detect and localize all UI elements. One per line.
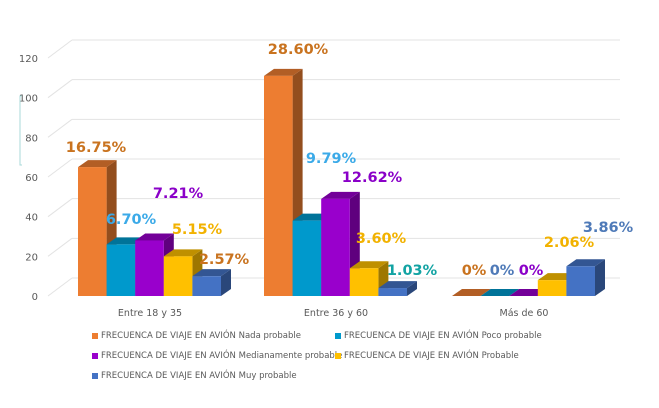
gridline-diagonal [47, 158, 73, 178]
legend-item-probable: FRECUENCA DE VIAJE EN AVIÓN Probable [335, 351, 519, 361]
bar [378, 288, 407, 296]
bar [78, 167, 107, 296]
y-tick-label: 20 [25, 252, 38, 263]
gridline-diagonal [47, 237, 73, 257]
axis-bracket [19, 95, 22, 166]
gridline-diagonal [47, 118, 73, 138]
y-tick-label: 100 [19, 94, 38, 105]
bar-top [264, 68, 303, 76]
data-label: 5.15% [172, 222, 223, 238]
bar [264, 75, 293, 296]
legend-label: FRECUENCA DE VIAJE EN AVIÓN Nada probabl… [101, 331, 301, 341]
legend-swatch [92, 373, 98, 379]
gridline-diagonal [47, 198, 73, 218]
bar-top [78, 160, 117, 168]
data-label: 3.86% [583, 220, 634, 236]
y-tick-label: 120 [19, 54, 38, 65]
bar [106, 244, 136, 296]
y-tick-label: 60 [25, 173, 38, 184]
bar [537, 280, 567, 296]
gridline-diagonal [47, 39, 73, 59]
data-label: 0% [462, 263, 487, 279]
bar [349, 268, 379, 296]
data-label: 7.21% [153, 186, 204, 202]
bar-top [566, 259, 605, 267]
data-label: 1.03% [387, 263, 438, 279]
legend-label: FRECUENCA DE VIAJE EN AVIÓN Medianamente… [101, 351, 343, 361]
bar-top [163, 249, 203, 257]
legend-label: FRECUENCA DE VIAJE EN AVIÓN Muy probable [101, 371, 297, 381]
bar [566, 266, 595, 296]
legend-item-nada-probable: FRECUENCA DE VIAJE EN AVIÓN Nada probabl… [92, 331, 301, 341]
bar-top [135, 233, 174, 241]
bar-top [480, 289, 520, 296]
legend-item-medianamente-probable: FRECUENCA DE VIAJE EN AVIÓN Medianamente… [92, 351, 342, 361]
bar [135, 240, 164, 296]
legend-swatch [335, 353, 341, 359]
y-tick-label: 40 [25, 213, 38, 224]
data-label: 12.62% [342, 170, 403, 186]
y-tick-label: 80 [25, 133, 38, 144]
y-tick-label: 0 [32, 292, 38, 303]
bar [192, 276, 221, 296]
legend-swatch [92, 333, 98, 339]
data-label: 28.60% [268, 42, 329, 58]
gridline-diagonal [47, 79, 73, 99]
data-label: 3.60% [356, 231, 407, 247]
legend-label: FRECUENCA DE VIAJE EN AVIÓN Poco probabl… [344, 331, 542, 341]
bar-top [378, 281, 417, 289]
data-label: 6.70% [106, 212, 157, 228]
bar-top [452, 289, 491, 296]
data-label: 0% [519, 263, 544, 279]
data-label: 0% [490, 263, 515, 279]
bar-side [221, 269, 231, 296]
bar-top [349, 261, 389, 269]
legend-swatch [335, 333, 341, 339]
bar-top [192, 269, 231, 277]
data-label: 9.79% [306, 151, 357, 167]
bar-side [595, 259, 605, 296]
bar-side [407, 281, 417, 296]
data-label: 2.06% [544, 235, 595, 251]
legend-label: FRECUENCA DE VIAJE EN AVIÓN Probable [344, 351, 519, 361]
gridline-diagonal [47, 277, 73, 297]
bar [321, 198, 350, 296]
legend-swatch [92, 353, 98, 359]
data-label: 2.57% [199, 252, 250, 268]
x-category-label: Más de 60 [500, 308, 549, 319]
bar [292, 220, 322, 296]
bar [163, 256, 193, 296]
legend-item-poco-probable: FRECUENCA DE VIAJE EN AVIÓN Poco probabl… [335, 331, 542, 341]
legend-item-muy-probable: FRECUENCA DE VIAJE EN AVIÓN Muy probable [92, 371, 297, 381]
data-label: 16.75% [66, 140, 127, 156]
x-category-label: Entre 36 y 60 [304, 308, 368, 319]
x-category-label: Entre 18 y 35 [118, 308, 182, 319]
bar-top [321, 191, 360, 199]
